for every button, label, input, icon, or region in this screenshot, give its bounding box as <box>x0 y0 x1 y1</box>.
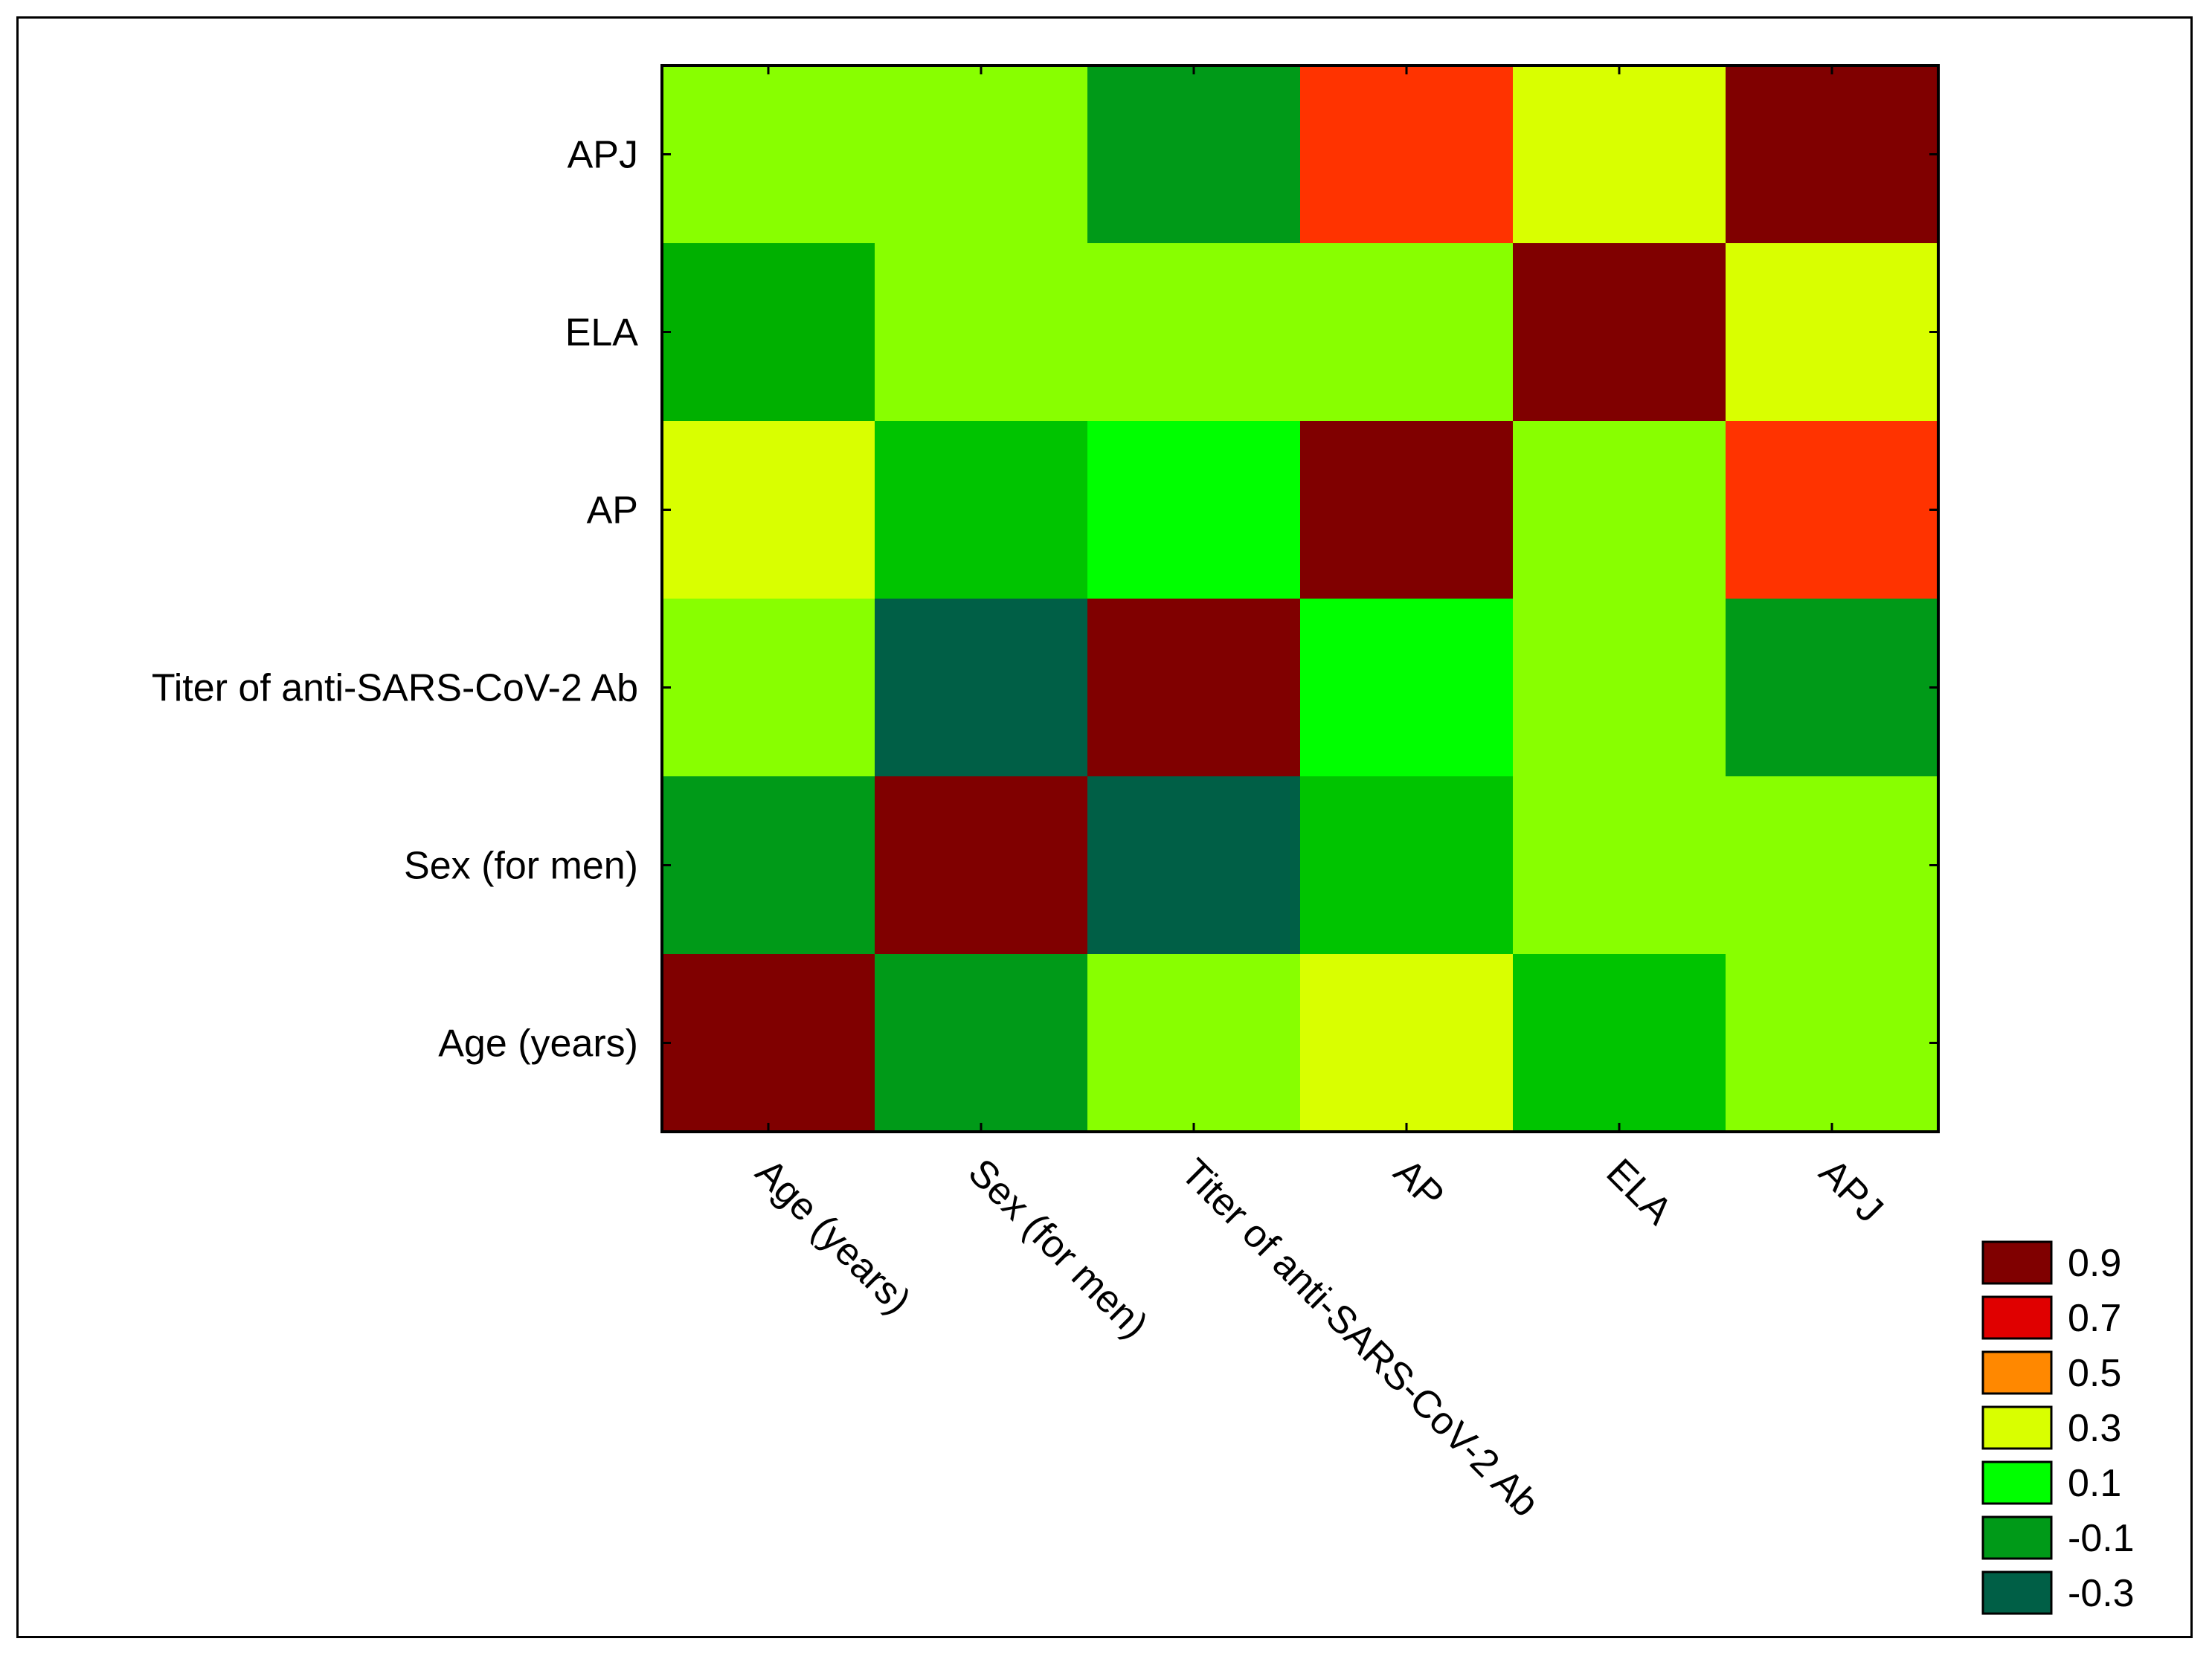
legend-label: -0.3 <box>2068 1572 2135 1615</box>
heatmap-cell <box>1513 599 1726 777</box>
heatmap-cell <box>662 954 875 1133</box>
heatmap-cell <box>1513 243 1726 422</box>
heatmap-cell <box>1726 243 1939 422</box>
x-tick-label: APJ <box>1811 1150 1891 1231</box>
y-tick-label: Titer of anti-SARS-CoV-2 Ab <box>152 667 638 710</box>
legend-label: 0.1 <box>2068 1462 2121 1505</box>
heatmap-cell <box>1726 954 1939 1133</box>
heatmap-cell <box>1300 243 1514 422</box>
heatmap-cell <box>1726 776 1939 955</box>
legend-swatch <box>1981 1460 2053 1505</box>
legend-label: 0.3 <box>2068 1407 2121 1450</box>
legend: 0.9 0.7 0.5 0.3 0.1 -0.1 -0.3 <box>1981 1240 2135 1615</box>
legend-swatch <box>1981 1570 2053 1615</box>
x-axis-labels: Age (years) Sex (for men) Titer of anti-SA… <box>747 1150 1891 1525</box>
x-tick-label: Sex (for men) <box>960 1150 1157 1347</box>
heatmap-cell <box>875 65 1088 244</box>
heatmap-cell <box>875 776 1088 955</box>
legend-swatch <box>1981 1295 2053 1340</box>
y-tick-label: Sex (for men) <box>404 845 638 888</box>
heatmap-cell <box>1300 599 1514 777</box>
legend-label: 0.7 <box>2068 1297 2121 1340</box>
plot-border <box>660 64 1940 1133</box>
heatmap-cells <box>662 65 1939 1133</box>
heatmap-cell <box>875 954 1088 1133</box>
y-axis-labels: APJ ELA AP Titer of anti-SARS-CoV-2 Ab Sex (… <box>152 134 638 1066</box>
heatmap-cell <box>1726 599 1939 777</box>
y-tick-label: ELA <box>565 312 639 355</box>
heatmap-cell <box>1087 954 1301 1133</box>
legend-swatch <box>1981 1405 2053 1450</box>
y-tick-label: Age (years) <box>438 1022 638 1066</box>
heatmap-cell <box>1513 776 1726 955</box>
heatmap-cell <box>1087 421 1301 599</box>
axis-ticks <box>662 65 1938 1132</box>
heatmap-cell <box>1300 421 1514 599</box>
legend-label: -0.1 <box>2068 1517 2135 1560</box>
heatmap-cell <box>1300 65 1514 244</box>
heatmap-cell <box>875 421 1088 599</box>
heatmap-cell <box>662 599 875 777</box>
legend-swatch <box>1981 1240 2053 1285</box>
x-tick-label: Titer of anti-SARS-CoV-2 Ab <box>1173 1150 1548 1525</box>
y-tick-label: APJ <box>568 134 638 177</box>
heatmap-cell <box>1300 776 1514 955</box>
x-tick-label: ELA <box>1598 1150 1681 1233</box>
heatmap-cell <box>1087 243 1301 422</box>
x-tick-label: AP <box>1386 1150 1453 1217</box>
heatmap-cell <box>1726 421 1939 599</box>
figure-frame <box>16 16 2193 1638</box>
heatmap-cell <box>1513 954 1726 1133</box>
heatmap-cell <box>1726 65 1939 244</box>
heatmap-cell <box>875 243 1088 422</box>
heatmap-cell <box>662 243 875 422</box>
legend-label: 0.5 <box>2068 1352 2121 1395</box>
heatmap-cell <box>1300 954 1514 1133</box>
legend-swatch <box>1981 1350 2053 1395</box>
heatmap-cell <box>662 421 875 599</box>
y-tick-label: AP <box>587 489 638 532</box>
heatmap-cell <box>1513 421 1726 599</box>
heatmap-cell <box>1087 599 1301 777</box>
x-tick-label: Age (years) <box>747 1150 919 1322</box>
heatmap-cell <box>1087 776 1301 955</box>
heatmap-cell <box>875 599 1088 777</box>
heatmap-cell <box>1513 65 1726 244</box>
heatmap-cell <box>662 776 875 955</box>
legend-label: 0.9 <box>2068 1242 2121 1285</box>
heatmap-cell <box>1087 65 1301 244</box>
legend-swatch <box>1981 1515 2053 1560</box>
heatmap-cell <box>662 65 875 244</box>
